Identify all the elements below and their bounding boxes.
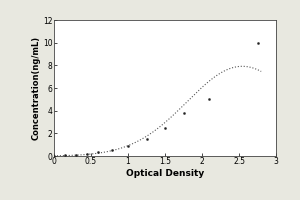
X-axis label: Optical Density: Optical Density xyxy=(126,169,204,178)
Y-axis label: Concentration(ng/mL): Concentration(ng/mL) xyxy=(31,36,40,140)
